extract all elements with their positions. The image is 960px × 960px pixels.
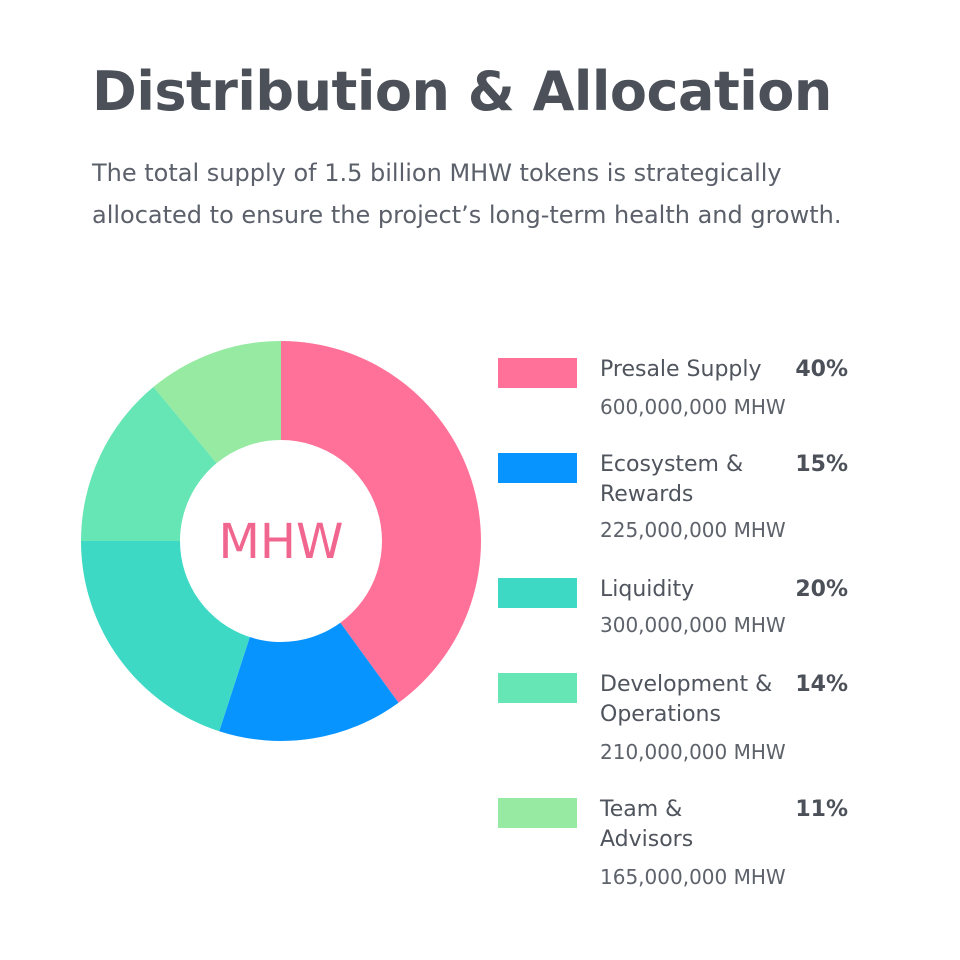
donut-slice-team-advisors <box>153 341 281 464</box>
donut-slice-liquidity <box>81 541 250 732</box>
legend-percent: 40% <box>795 357 848 382</box>
legend-swatch <box>498 798 577 828</box>
legend-item-presale-supply: Presale Supply 40% 600,000,000 MHW <box>498 355 858 425</box>
donut-chart: MHW <box>81 341 481 741</box>
legend-label: Team & Advisors <box>600 797 694 852</box>
legend-amount: 300,000,000 MHW <box>600 613 786 637</box>
page-title: Distribution & Allocation <box>92 60 832 123</box>
legend-swatch <box>498 453 577 483</box>
page-subtitle: The total supply of 1.5 billion MHW toke… <box>92 159 842 229</box>
donut-slice-development-operations <box>81 386 217 541</box>
legend-swatch <box>498 578 577 608</box>
legend-item-ecosystem-rewards: Ecosystem & Rewards 15% 225,000,000 MHW <box>498 450 858 550</box>
legend-item-development-operations: Development & Operations 14% 210,000,000… <box>498 670 858 770</box>
legend-percent: 14% <box>795 672 848 697</box>
legend-label: Development & Operations <box>600 672 773 727</box>
legend-percent: 20% <box>795 577 848 602</box>
legend-swatch <box>498 358 577 388</box>
legend-percent: 15% <box>795 452 848 477</box>
donut-slice-presale-supply <box>281 341 481 703</box>
legend-item-liquidity: Liquidity 20% 300,000,000 MHW <box>498 575 858 645</box>
legend-swatch <box>498 673 577 703</box>
legend-label: Ecosystem & Rewards <box>600 452 744 507</box>
legend-amount: 210,000,000 MHW <box>600 740 786 764</box>
legend-label: Liquidity <box>600 577 695 602</box>
legend-percent: 11% <box>795 797 848 822</box>
donut-slice-ecosystem-rewards <box>219 622 399 741</box>
legend-amount: 600,000,000 MHW <box>600 395 786 419</box>
legend-label: Presale Supply <box>600 357 762 382</box>
legend-item-team-advisors: Team & Advisors 11% 165,000,000 MHW <box>498 795 858 895</box>
donut-center-label: MHW <box>219 514 344 570</box>
legend-amount: 165,000,000 MHW <box>600 865 786 889</box>
legend-amount: 225,000,000 MHW <box>600 518 786 542</box>
